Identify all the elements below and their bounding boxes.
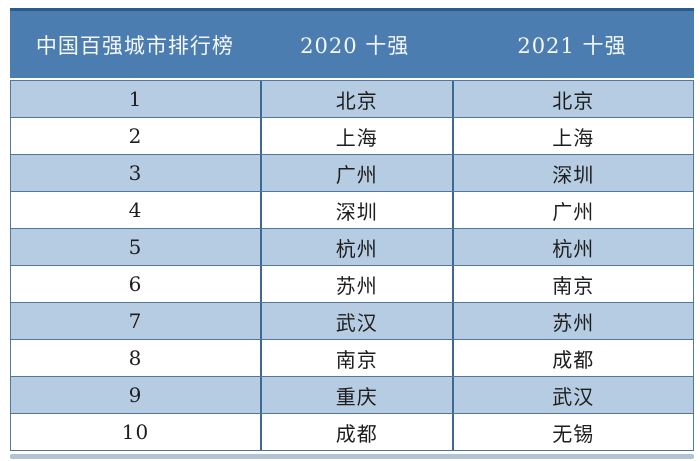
table-body: 1 北京 北京 2 上海 上海 3 广州 深圳 4 深圳 广州 5 杭州 杭州 … <box>10 80 694 451</box>
city-2020-cell: 北京 <box>259 81 452 117</box>
table-row: 5 杭州 杭州 <box>11 229 693 266</box>
table-row: 4 深圳 广州 <box>11 192 693 229</box>
city-2021-cell: 深圳 <box>451 155 693 191</box>
city-2021-cell: 武汉 <box>451 377 693 413</box>
table-header-row: 中国百强城市排行榜 2020 十强 2021 十强 <box>10 8 694 78</box>
table-row: 1 北京 北京 <box>11 81 693 118</box>
city-2020-cell: 南京 <box>259 340 452 376</box>
header-2020: 2020 十强 <box>300 33 410 58</box>
table-row: 9 重庆 武汉 <box>11 377 693 414</box>
rank-cell: 2 <box>128 124 143 148</box>
table-bottom-edge <box>10 454 694 459</box>
table-row: 6 苏州 南京 <box>11 266 693 303</box>
city-2021-cell: 苏州 <box>451 303 693 339</box>
table-row: 2 上海 上海 <box>11 118 693 155</box>
header-2021: 2021 十强 <box>517 33 627 58</box>
rank-cell: 3 <box>128 161 143 185</box>
city-2021-cell: 广州 <box>451 192 693 228</box>
city-2020-cell: 重庆 <box>259 377 452 413</box>
rank-cell: 4 <box>128 198 143 222</box>
city-2020-cell: 深圳 <box>259 192 452 228</box>
city-2020-cell: 苏州 <box>259 266 452 302</box>
city-2020-cell: 上海 <box>259 118 452 154</box>
table-row: 7 武汉 苏州 <box>11 303 693 340</box>
rank-cell: 7 <box>128 309 143 333</box>
city-2021-cell: 南京 <box>451 266 693 302</box>
rank-cell: 8 <box>128 346 143 370</box>
city-2020-cell: 广州 <box>259 155 452 191</box>
rank-cell: 6 <box>128 272 143 296</box>
city-2021-cell: 杭州 <box>451 229 693 265</box>
rank-cell: 5 <box>128 235 143 259</box>
table-row: 3 广州 深圳 <box>11 155 693 192</box>
rank-cell: 9 <box>128 383 143 407</box>
city-2020-cell: 杭州 <box>259 229 452 265</box>
city-2021-cell: 无锡 <box>451 414 693 450</box>
city-2020-cell: 成都 <box>259 414 452 450</box>
city-2021-cell: 上海 <box>451 118 693 154</box>
rank-cell: 1 <box>128 87 143 111</box>
city-2021-cell: 成都 <box>451 340 693 376</box>
city-2021-cell: 北京 <box>451 81 693 117</box>
rank-cell: 10 <box>121 420 150 444</box>
table-row: 10 成都 无锡 <box>11 414 693 450</box>
header-title: 中国百强城市排行榜 <box>35 33 234 58</box>
city-2020-cell: 武汉 <box>259 303 452 339</box>
table-row: 8 南京 成都 <box>11 340 693 377</box>
